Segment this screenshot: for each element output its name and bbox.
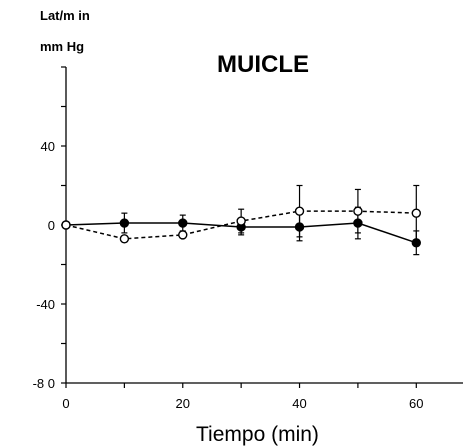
- series-1-point: [353, 218, 363, 228]
- y-tick-label: 0: [48, 218, 55, 233]
- series-2-point: [236, 216, 246, 226]
- series-2-point: [294, 206, 305, 216]
- y-unit-line-1: Lat/m in: [40, 8, 90, 23]
- x-tick-label: 40: [292, 396, 306, 411]
- series-2-point: [178, 230, 188, 240]
- x-axis-title: Tiempo (min): [196, 423, 319, 446]
- series-1-point: [411, 238, 421, 248]
- series-2-point: [61, 220, 71, 230]
- y-tick-label: 40: [41, 139, 55, 154]
- y-tick-label: -40: [36, 297, 55, 312]
- series-1-point: [178, 218, 188, 228]
- y-unit-line-2: mm Hg: [40, 39, 84, 54]
- series-1-point: [119, 218, 130, 228]
- series-2-point: [411, 208, 421, 218]
- x-tick-label: 60: [409, 396, 423, 411]
- y-tick-label: -8 0: [33, 376, 55, 391]
- x-tick-label: 0: [62, 396, 69, 411]
- series-1-point: [294, 222, 305, 232]
- series-2-point: [119, 234, 130, 244]
- series-2-point: [353, 206, 363, 216]
- chart-title: MUICLE: [217, 51, 309, 78]
- x-tick-label: 20: [176, 396, 190, 411]
- axes: 40 0 -40 -8 0 0 20 40 60: [33, 66, 463, 411]
- plot-area: [61, 184, 421, 256]
